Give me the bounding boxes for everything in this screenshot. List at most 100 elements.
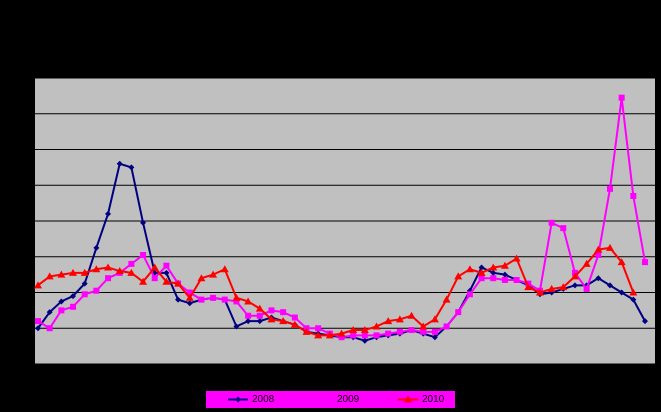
marker	[46, 325, 53, 332]
marker	[630, 296, 637, 303]
marker	[642, 259, 648, 266]
marker	[220, 265, 229, 273]
y-tick-label: 8	[23, 73, 29, 84]
marker	[361, 332, 368, 339]
marker	[70, 293, 77, 300]
y-tick-label: 3	[23, 251, 29, 262]
marker	[570, 272, 579, 280]
marker	[595, 275, 602, 282]
marker	[477, 268, 486, 276]
marker	[454, 272, 463, 280]
marker	[314, 331, 323, 339]
marker	[455, 309, 462, 316]
marker	[233, 323, 240, 330]
marker	[45, 272, 54, 280]
marker	[501, 276, 508, 283]
legend-label: 2010	[422, 394, 445, 405]
marker	[315, 325, 322, 332]
marker	[489, 263, 498, 271]
marker	[408, 327, 415, 334]
y-tick-label: 5	[23, 180, 29, 191]
marker	[430, 315, 439, 323]
marker	[80, 268, 89, 276]
marker	[57, 270, 66, 278]
marker	[35, 318, 41, 325]
legend-label: 2009	[337, 394, 360, 405]
marker	[69, 268, 78, 276]
marker	[385, 330, 392, 337]
marker	[198, 296, 205, 303]
marker	[140, 219, 147, 226]
marker	[197, 274, 206, 282]
marker	[139, 277, 148, 285]
marker	[373, 332, 380, 339]
marker	[105, 210, 112, 217]
marker	[279, 317, 288, 325]
marker	[384, 317, 393, 325]
y-tick-label: 6	[23, 144, 29, 155]
marker	[290, 320, 299, 328]
marker	[245, 318, 252, 325]
marker	[291, 314, 298, 321]
marker	[618, 94, 625, 101]
marker	[116, 160, 123, 167]
marker	[115, 267, 124, 275]
marker	[443, 323, 450, 330]
marker	[210, 294, 217, 301]
marker	[255, 304, 264, 312]
marker	[320, 396, 326, 403]
marker	[151, 275, 158, 282]
legend-label: 2008	[252, 394, 275, 405]
marker	[642, 318, 648, 325]
marker	[535, 288, 544, 296]
marker	[630, 192, 637, 199]
marker	[245, 312, 252, 319]
marker	[93, 244, 100, 251]
marker	[93, 287, 100, 294]
marker	[372, 322, 381, 330]
marker	[267, 315, 276, 323]
marker	[209, 270, 218, 278]
marker	[35, 325, 41, 332]
marker	[280, 309, 287, 316]
marker	[595, 251, 602, 258]
marker	[478, 275, 485, 282]
marker	[185, 293, 194, 301]
marker	[235, 396, 241, 403]
marker	[606, 185, 613, 192]
marker	[128, 260, 135, 267]
marker	[34, 281, 42, 289]
marker	[128, 164, 135, 171]
marker	[420, 328, 427, 335]
marker	[548, 219, 555, 226]
marker	[350, 332, 357, 339]
marker	[547, 284, 556, 292]
marker	[338, 334, 345, 341]
marker	[186, 300, 193, 307]
marker	[571, 282, 578, 289]
marker	[629, 288, 638, 296]
marker	[175, 296, 182, 303]
marker	[594, 245, 603, 253]
y-tick-label: 1	[23, 323, 29, 334]
marker	[221, 296, 228, 303]
marker	[605, 243, 614, 251]
marker	[150, 263, 159, 271]
marker	[583, 285, 590, 292]
marker	[92, 265, 101, 273]
marker	[500, 261, 509, 269]
marker	[162, 277, 171, 285]
marker	[617, 258, 626, 266]
marker	[104, 263, 113, 271]
marker	[478, 264, 485, 271]
marker	[256, 312, 263, 319]
marker	[466, 291, 473, 298]
marker	[396, 328, 403, 335]
marker	[244, 297, 253, 305]
marker	[70, 303, 77, 310]
marker	[140, 251, 147, 258]
marker	[105, 275, 112, 282]
marker	[490, 269, 497, 276]
marker	[302, 327, 311, 335]
series-line	[37, 246, 635, 337]
